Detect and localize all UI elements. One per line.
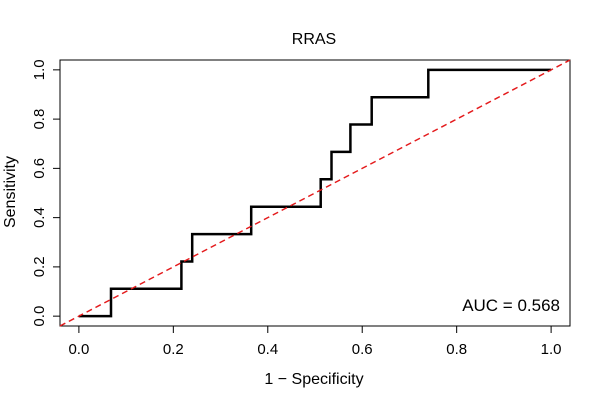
x-axis-label: 1 − Specificity <box>264 371 363 388</box>
x-tick-label: 0.8 <box>446 341 467 358</box>
x-tick-label: 0.2 <box>163 341 184 358</box>
y-tick-label: 1.0 <box>31 59 48 80</box>
y-axis-label: Sensitivity <box>2 156 19 228</box>
x-tick-label: 0.0 <box>68 341 89 358</box>
plot-frame <box>59 59 571 327</box>
y-tick-label: 0.0 <box>31 306 48 327</box>
series-layer <box>59 59 571 327</box>
y-tick-label: 0.4 <box>31 207 48 228</box>
x-tick-label: 1.0 <box>541 341 562 358</box>
y-tick-label: 0.8 <box>31 109 48 130</box>
y-axis: 0.0 0.2 0.4 0.6 0.8 1.0 <box>31 59 61 327</box>
y-tick-label: 0.6 <box>31 158 48 179</box>
roc-curve-line <box>78 68 552 318</box>
reference-diagonal-line <box>59 59 571 327</box>
x-axis: 0.0 0.2 0.4 0.6 0.8 1.0 <box>68 325 562 358</box>
auc-annotation: AUC = 0.568 <box>462 296 560 315</box>
chart-title: RRAS <box>292 31 336 48</box>
x-tick-label: 0.4 <box>257 341 278 358</box>
y-tick-label: 0.2 <box>31 256 48 277</box>
x-tick-label: 0.6 <box>352 341 373 358</box>
